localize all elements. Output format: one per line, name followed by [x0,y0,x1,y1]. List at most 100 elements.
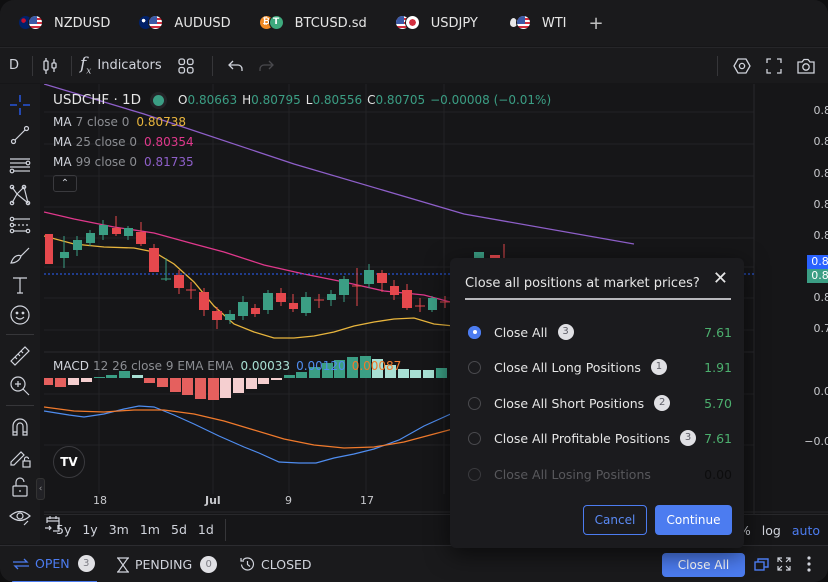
emoji-icon[interactable] [0,300,40,330]
tradingview-logo[interactable]: TV [53,446,85,478]
range-1m[interactable]: 1m [139,522,160,537]
ma7-legend[interactable]: MA 7 close 0 0.80738 [53,112,556,132]
pattern-icon[interactable] [0,180,40,210]
settings-icon[interactable] [726,48,758,84]
chart-symbol-title[interactable]: USDCHF · 1D [53,92,142,108]
symbol-tab-wti[interactable]: WTI [506,15,566,31]
us-flag-icon [148,15,164,30]
symbol-label: AUDUSD [174,15,231,31]
tether-icon: T [268,15,284,30]
fib-icon[interactable] [0,210,40,240]
bid-price-tag: 0.80726 [807,255,828,269]
indicators-button[interactable]: fx Indicators [80,48,162,84]
last-price-tag: 0.80705 [807,269,828,283]
tab-label: CLOSED [261,557,312,572]
divider [71,55,72,76]
symbol-tab-usdjpy[interactable]: USDJPY [394,15,478,31]
count-badge: 2 [654,395,671,411]
chevron-up-icon: ⌃ [60,178,70,189]
candles-icon[interactable] [37,48,63,84]
ma25-value: 0.80354 [144,135,194,149]
lock-drawing-icon[interactable] [0,442,40,472]
ma25-legend[interactable]: MA 25 close 0 0.80354 [53,132,556,152]
ma99-value: 0.81735 [144,155,194,169]
close-label: C [367,93,376,107]
lock-icon[interactable] [0,472,40,502]
price-axis[interactable]: 0.86000 0.85000 0.84000 0.83000 0.82000 … [804,104,828,448]
continue-button[interactable]: Continue [655,505,732,535]
option-close-profitable[interactable]: Close All Profitable Positions 3 7.61 [468,426,732,450]
pnl-value: 7.61 [704,430,732,446]
more-options-icon[interactable] [799,554,819,574]
symbol-tab-nzdusd[interactable]: NZDUSD [18,15,110,31]
brush-icon[interactable] [0,240,40,270]
tab-label: PENDING [135,557,193,572]
camera-icon[interactable] [790,48,822,84]
pnl-value: 7.61 [704,324,732,340]
fullscreen-icon[interactable] [758,48,790,84]
market-status-icon [153,94,165,106]
pnl-value: 5.70 [704,395,732,411]
pnl-value: 0.00 [704,466,732,482]
text-icon[interactable] [0,270,40,300]
close-value: 0.80705 [375,93,426,107]
count-badge: 0 [200,556,218,573]
symbol-tab-btcusd[interactable]: ₿ T BTCUSD.sd [258,15,367,31]
log-scale-toggle[interactable]: log [761,522,781,538]
auto-scale-toggle[interactable]: auto [791,522,820,538]
close-positions-dialog: Close all positions at market prices? ✕ … [450,258,744,548]
horizontal-lines-icon[interactable] [0,150,40,180]
option-close-short[interactable]: Close All Short Positions 2 5.70 [468,391,732,415]
range-bar: 5y 1y 3m 1m 5d 1d % log auto [44,514,828,544]
symbol-tab-audusd[interactable]: AUDUSD [138,15,231,31]
tab-pending[interactable]: PENDING 0 [116,546,218,582]
collapse-toolbar-handle[interactable]: ‹ [36,478,45,500]
cancel-button[interactable]: Cancel [583,505,647,535]
close-icon[interactable]: ✕ [712,268,728,289]
radio-button[interactable] [468,325,481,339]
positions-bar: OPEN 3 PENDING 0 CLOSED Close All [0,545,828,582]
expand-icon[interactable] [774,554,794,574]
radio-button[interactable] [468,396,481,410]
radio-button[interactable] [468,360,481,374]
window-layout-icon[interactable] [752,554,772,574]
ruler-icon[interactable] [0,341,40,371]
history-icon [240,557,255,571]
interval-button[interactable]: D [8,58,19,73]
tab-closed[interactable]: CLOSED [240,546,312,582]
radio-button [468,467,481,481]
add-tab-button[interactable]: + [588,12,604,34]
percent-scale-toggle[interactable]: % [738,522,751,538]
redo-icon[interactable] [251,48,281,84]
us-flag-icon [515,15,531,30]
close-all-button[interactable]: Close All [662,553,745,577]
trend-line-icon[interactable] [0,120,40,150]
range-5y[interactable]: 5y [56,522,72,537]
zoom-in-icon[interactable] [0,371,40,401]
hourglass-icon [117,556,129,573]
ma99-legend[interactable]: MA 99 close 0 0.81735 [53,152,556,172]
range-1d[interactable]: 1d [197,522,214,537]
low-label: L [305,93,313,107]
eye-icon[interactable] [0,502,40,532]
time-label: 17 [360,494,374,507]
undo-icon[interactable] [221,48,251,84]
tab-open[interactable]: OPEN 3 [12,546,97,582]
magnet-icon[interactable] [0,412,40,442]
option-close-long[interactable]: Close All Long Positions 1 1.91 [468,355,732,379]
time-label: 18 [93,494,107,507]
range-3m[interactable]: 3m [108,522,129,537]
range-5d[interactable]: 5d [171,522,187,537]
crosshair-icon[interactable] [0,90,40,120]
radio-button[interactable] [468,431,481,445]
us-flag-icon [28,15,43,30]
range-1y[interactable]: 1y [82,522,98,537]
option-close-all[interactable]: Close All 3 7.61 [468,320,732,344]
templates-icon[interactable] [168,48,204,84]
chart-toolbar: D fx Indicators [0,47,828,83]
change-value: −0.00008 (−0.01%) [430,93,552,107]
high-value: 0.80795 [251,93,301,107]
macd-legend[interactable]: MACD 12 26 close 9 EMA EMA 0.00033 0.001… [53,359,402,373]
collapse-legend-button[interactable]: ⌃ [53,175,77,192]
high-label: H [242,93,252,107]
